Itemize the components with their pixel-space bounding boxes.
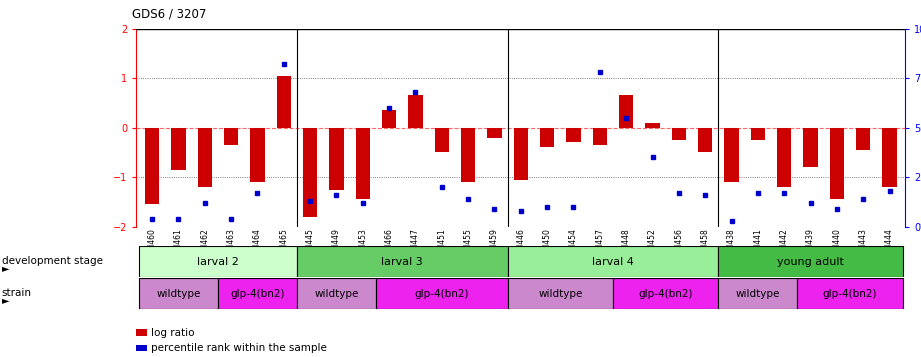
Bar [613, 278, 718, 309]
Bar [718, 278, 798, 309]
Bar [592, 128, 607, 145]
Bar [139, 278, 218, 309]
Bar [830, 128, 845, 200]
Text: development stage: development stage [2, 256, 103, 266]
Text: larval 2: larval 2 [197, 256, 239, 267]
Text: ►: ► [2, 263, 9, 273]
Bar [777, 128, 791, 187]
Bar [224, 128, 239, 145]
Text: wildtype: wildtype [157, 288, 201, 299]
Bar [619, 95, 634, 128]
Text: wildtype: wildtype [314, 288, 358, 299]
Text: glp-4(bn2): glp-4(bn2) [230, 288, 285, 299]
Bar [507, 278, 613, 309]
Bar [435, 128, 449, 152]
Text: young adult: young adult [777, 256, 844, 267]
Bar [803, 128, 818, 167]
Bar [218, 278, 297, 309]
Bar [646, 123, 659, 128]
Bar [276, 76, 291, 128]
Bar [856, 128, 870, 150]
Bar [303, 128, 318, 217]
Text: ►: ► [2, 296, 9, 306]
Bar [297, 246, 507, 277]
Bar [798, 278, 903, 309]
Bar [460, 128, 475, 182]
Text: glp-4(bn2): glp-4(bn2) [414, 288, 469, 299]
Bar [329, 128, 344, 190]
Bar [376, 278, 507, 309]
Bar [145, 128, 159, 205]
Bar [882, 128, 897, 187]
Bar [514, 128, 528, 180]
Bar [671, 128, 686, 140]
Bar [197, 128, 212, 187]
Bar [566, 128, 581, 142]
Text: larval 4: larval 4 [592, 256, 634, 267]
Bar [751, 128, 765, 140]
Bar [408, 95, 423, 128]
Text: strain: strain [2, 288, 32, 298]
Bar [507, 246, 718, 277]
Bar [382, 110, 396, 128]
Text: larval 3: larval 3 [381, 256, 423, 267]
Bar [698, 128, 713, 152]
Bar [540, 128, 554, 147]
Bar [171, 128, 186, 170]
Bar [297, 278, 376, 309]
Bar [487, 128, 502, 137]
Text: wildtype: wildtype [538, 288, 582, 299]
Text: percentile rank within the sample: percentile rank within the sample [151, 343, 327, 353]
Text: glp-4(bn2): glp-4(bn2) [822, 288, 878, 299]
Text: GDS6 / 3207: GDS6 / 3207 [133, 7, 207, 21]
Text: log ratio: log ratio [151, 328, 194, 338]
Bar [251, 128, 264, 182]
Text: wildtype: wildtype [736, 288, 780, 299]
Bar [718, 246, 903, 277]
Bar [139, 246, 297, 277]
Text: glp-4(bn2): glp-4(bn2) [638, 288, 693, 299]
Bar [724, 128, 739, 182]
Bar [356, 128, 370, 200]
